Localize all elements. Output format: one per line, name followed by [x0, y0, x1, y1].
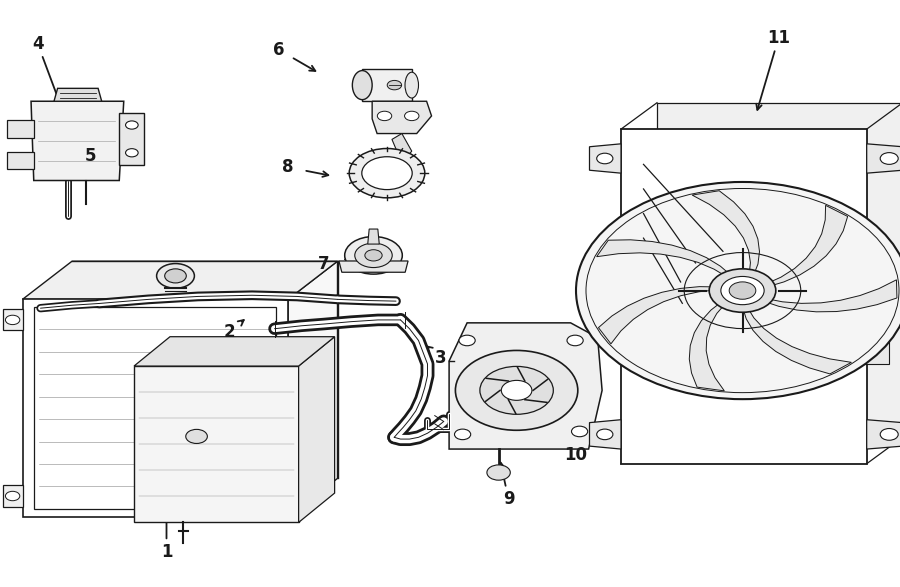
Text: 7: 7: [319, 255, 329, 273]
Circle shape: [501, 380, 532, 400]
Polygon shape: [31, 101, 124, 181]
Polygon shape: [766, 205, 848, 287]
Polygon shape: [368, 229, 379, 244]
Polygon shape: [134, 366, 299, 522]
Polygon shape: [22, 299, 288, 517]
Polygon shape: [339, 261, 408, 272]
Circle shape: [455, 350, 578, 430]
Ellipse shape: [352, 70, 373, 100]
Circle shape: [729, 282, 756, 299]
Circle shape: [364, 249, 382, 261]
Circle shape: [880, 153, 898, 164]
Polygon shape: [597, 240, 732, 278]
Polygon shape: [742, 306, 851, 374]
Polygon shape: [621, 129, 867, 464]
Polygon shape: [7, 152, 34, 170]
Circle shape: [362, 157, 412, 190]
Circle shape: [377, 112, 392, 121]
Polygon shape: [858, 338, 889, 364]
Circle shape: [880, 429, 898, 440]
Circle shape: [5, 315, 20, 325]
Polygon shape: [119, 113, 145, 164]
Polygon shape: [3, 485, 22, 507]
Circle shape: [576, 182, 900, 399]
Text: 4: 4: [32, 35, 43, 53]
Circle shape: [597, 153, 613, 164]
Polygon shape: [22, 261, 338, 299]
Circle shape: [126, 149, 139, 157]
Text: 2: 2: [224, 323, 235, 340]
Circle shape: [355, 243, 392, 268]
Circle shape: [454, 429, 471, 440]
Polygon shape: [867, 144, 900, 173]
Polygon shape: [392, 134, 412, 157]
Text: 9: 9: [503, 490, 514, 508]
Circle shape: [480, 366, 554, 414]
Polygon shape: [362, 69, 412, 101]
Circle shape: [345, 237, 402, 274]
Circle shape: [157, 264, 194, 288]
Polygon shape: [34, 307, 276, 509]
Ellipse shape: [405, 72, 418, 98]
Text: 5: 5: [85, 147, 95, 164]
Circle shape: [165, 269, 186, 283]
Polygon shape: [858, 273, 889, 299]
Polygon shape: [299, 337, 335, 522]
Polygon shape: [3, 309, 22, 330]
Circle shape: [709, 269, 776, 312]
Text: 6: 6: [274, 41, 284, 59]
Polygon shape: [590, 144, 621, 173]
Circle shape: [405, 112, 419, 121]
Polygon shape: [449, 323, 602, 449]
Polygon shape: [7, 120, 34, 138]
Polygon shape: [762, 280, 897, 312]
Polygon shape: [134, 337, 335, 366]
Text: 8: 8: [283, 158, 293, 176]
Circle shape: [567, 335, 583, 346]
Circle shape: [597, 429, 613, 440]
Circle shape: [459, 335, 475, 346]
Polygon shape: [373, 101, 432, 134]
Polygon shape: [54, 88, 102, 101]
Circle shape: [721, 276, 764, 305]
Polygon shape: [867, 420, 900, 449]
Circle shape: [5, 491, 20, 501]
Polygon shape: [598, 286, 718, 344]
Polygon shape: [288, 261, 338, 517]
Circle shape: [387, 80, 401, 90]
Text: 3: 3: [436, 349, 446, 367]
Text: 1: 1: [161, 543, 172, 561]
Polygon shape: [689, 301, 726, 391]
Polygon shape: [692, 191, 760, 276]
Polygon shape: [590, 420, 621, 449]
Text: 10: 10: [564, 446, 588, 464]
Circle shape: [487, 465, 510, 480]
Circle shape: [349, 149, 425, 198]
Circle shape: [185, 429, 207, 443]
Polygon shape: [657, 103, 900, 437]
Text: 11: 11: [767, 29, 790, 47]
Circle shape: [126, 121, 139, 129]
Circle shape: [572, 426, 588, 437]
